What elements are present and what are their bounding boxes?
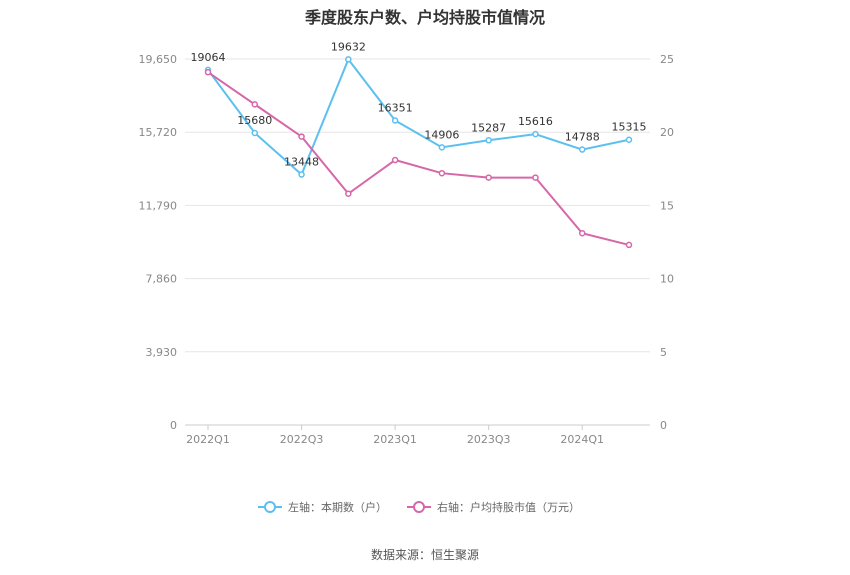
data-label: 14906 bbox=[424, 128, 459, 141]
data-label: 14788 bbox=[565, 131, 600, 144]
data-label: 19064 bbox=[191, 51, 226, 64]
series-2-point bbox=[298, 133, 305, 140]
series-1-point bbox=[578, 146, 586, 153]
y-right-tick-label: 5 bbox=[660, 346, 667, 359]
legend-swatch-marker bbox=[413, 501, 425, 513]
chart-title: 季度股东户数、户均持股市值情况 bbox=[304, 8, 545, 27]
series-1-point bbox=[391, 117, 399, 124]
data-label: 15616 bbox=[518, 115, 553, 128]
y-left-tick-label: 19,650 bbox=[139, 53, 178, 66]
series-1-point bbox=[485, 137, 492, 144]
legend-swatch-marker bbox=[264, 501, 276, 513]
y-right-tick-label: 15 bbox=[660, 199, 674, 212]
data-label: 19632 bbox=[331, 40, 366, 53]
y-left-tick-label: 0 bbox=[170, 419, 177, 432]
x-tick-label: 2022Q1 bbox=[186, 433, 230, 446]
source-note: 数据来源：恒生聚源 bbox=[370, 548, 479, 562]
y-right-tick-label: 25 bbox=[660, 53, 674, 66]
data-label: 15315 bbox=[612, 121, 647, 134]
series-line-2 bbox=[207, 71, 630, 246]
data-labels: 19064 15680 13448 19632 16351 14906 15287 15616… bbox=[191, 40, 647, 168]
legend: 左轴：本期数（户） 右轴：户均持股市值（万元） bbox=[258, 500, 580, 514]
series-1-point bbox=[532, 130, 539, 138]
legend-label: 左轴：本期数（户） bbox=[288, 500, 387, 514]
series-1-point bbox=[345, 56, 352, 63]
y-left-tick-label: 15,720 bbox=[139, 126, 178, 139]
series-2-point bbox=[485, 174, 492, 181]
x-tick-label: 2023Q3 bbox=[467, 433, 511, 446]
x-tick-label: 2023Q1 bbox=[373, 433, 417, 446]
series-2-point bbox=[438, 169, 446, 177]
series-2-point bbox=[251, 101, 259, 108]
series-1-point bbox=[298, 171, 305, 178]
y-left-tick-label: 7,860 bbox=[146, 273, 178, 286]
series-2-point bbox=[345, 190, 352, 197]
series-lines bbox=[204, 56, 633, 249]
series-2-point bbox=[578, 229, 586, 237]
series-1-point bbox=[438, 144, 446, 151]
legend-item-2: 右轴：户均持股市值（万元） bbox=[407, 500, 580, 514]
series-2-point bbox=[532, 174, 539, 181]
y-right-tick-label: 0 bbox=[660, 419, 667, 432]
series-2-point bbox=[625, 241, 633, 249]
y-left-tick-label: 11,790 bbox=[139, 199, 178, 212]
legend-item-1: 左轴：本期数（户） bbox=[258, 500, 387, 514]
y-left-tick-label: 3,930 bbox=[146, 346, 178, 359]
data-label: 13448 bbox=[284, 156, 319, 169]
y-right-tick-label: 10 bbox=[660, 273, 674, 286]
series-1-point bbox=[251, 129, 259, 137]
data-label: 15680 bbox=[237, 114, 272, 127]
x-tick-label: 2022Q3 bbox=[280, 433, 324, 446]
data-label: 16351 bbox=[378, 101, 413, 114]
series-2-point bbox=[204, 68, 212, 76]
series-2-point bbox=[391, 156, 399, 164]
series-1-point bbox=[625, 136, 633, 143]
legend-label: 右轴：户均持股市值（万元） bbox=[437, 500, 580, 514]
data-label: 15287 bbox=[471, 121, 506, 134]
x-tick-label: 2024Q1 bbox=[560, 433, 604, 446]
axes: 0 0 3,930 5 7,860 10 11,790 15 15,720 20 19,650 25 2… bbox=[139, 53, 675, 446]
series-line-1 bbox=[207, 57, 630, 177]
y-right-tick-label: 20 bbox=[660, 126, 674, 139]
